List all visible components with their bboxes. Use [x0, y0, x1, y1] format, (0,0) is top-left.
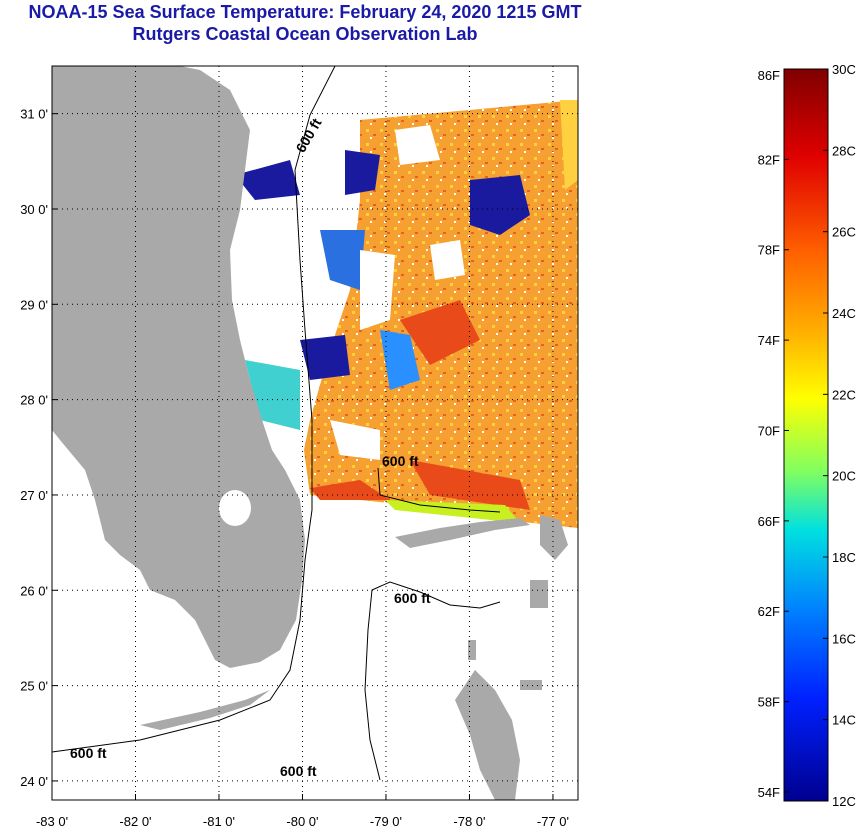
lon-tick-label: -80 0' — [286, 814, 318, 829]
colorbar-c-label: 14C — [832, 713, 856, 728]
lon-tick-label: -78 0' — [453, 814, 485, 829]
lat-tick-label: 31 0' — [20, 107, 48, 122]
longitude-ticks: -83 0' -82 0' -81 0' -80 0' -79 0' -78 0' -77 … — [36, 794, 569, 829]
lat-tick-label: 26 0' — [20, 583, 48, 598]
colorbar-f-label: 66F — [758, 514, 780, 529]
colorbar-f-label: 62F — [758, 604, 780, 619]
colorbar-c-label: 18C — [832, 550, 856, 565]
colorbar-f-label: 70F — [758, 423, 780, 438]
lon-tick-label: -79 0' — [370, 814, 402, 829]
colorbar-c-label: 30C — [832, 62, 856, 77]
lat-tick-label: 27 0' — [20, 488, 48, 503]
chart-title: NOAA-15 Sea Surface Temperature: Februar… — [28, 2, 582, 22]
colorbar-c-label: 28C — [832, 143, 856, 158]
contour-label-s: 600 ft — [280, 763, 317, 779]
colorbar-f-label: 54F — [758, 785, 780, 800]
contour-label-sw: 600 ft — [70, 745, 107, 761]
colorbar-f-label: 82F — [758, 152, 780, 167]
lat-tick-label: 24 0' — [20, 774, 48, 789]
contour-label-center: 600 ft — [394, 590, 431, 606]
colorbar-c-label: 26C — [832, 225, 856, 240]
colorbar-c-label: 24C — [832, 306, 856, 321]
contour-label-bahama: 600 ft — [382, 453, 419, 469]
lon-tick-label: -82 0' — [119, 814, 151, 829]
colorbar-c-label: 20C — [832, 469, 856, 484]
land — [52, 66, 568, 800]
colorbar-f-label: 74F — [758, 333, 780, 348]
colorbar: 86F 82F 78F 74F 70F 66F 62F 58F 54F 30C 28C 26C 24C… — [758, 62, 856, 809]
lat-tick-label: 30 0' — [20, 202, 48, 217]
colorbar-c-label: 22C — [832, 387, 856, 402]
lon-tick-label: -83 0' — [36, 814, 68, 829]
colorbar-celsius-labels: 30C 28C 26C 24C 22C 20C 18C 16C 14C 12C — [823, 62, 856, 809]
colorbar-f-label: 58F — [758, 695, 780, 710]
map-frame — [51, 65, 579, 801]
colorbar-c-label: 16C — [832, 631, 856, 646]
colorbar-fahrenheit-labels: 86F 82F 78F 74F 70F 66F 62F 58F 54F — [758, 68, 789, 800]
colorbar-f-label: 78F — [758, 243, 780, 258]
chart-subtitle: Rutgers Coastal Ocean Observation Lab — [132, 24, 478, 44]
lon-tick-label: -77 0' — [537, 814, 569, 829]
lat-tick-label: 29 0' — [20, 297, 48, 312]
lat-tick-label: 25 0' — [20, 679, 48, 694]
colorbar-c-label: 12C — [832, 794, 856, 809]
lat-tick-label: 28 0' — [20, 393, 48, 408]
colorbar-f-label: 86F — [758, 68, 780, 83]
colorbar-gradient — [783, 68, 829, 802]
contour-600ft — [52, 66, 501, 781]
lon-tick-label: -81 0' — [203, 814, 235, 829]
latitude-ticks: 31 0' 30 0' 29 0' 28 0' 27 0' 26 0' 25 0' 24 0' — [20, 107, 58, 789]
